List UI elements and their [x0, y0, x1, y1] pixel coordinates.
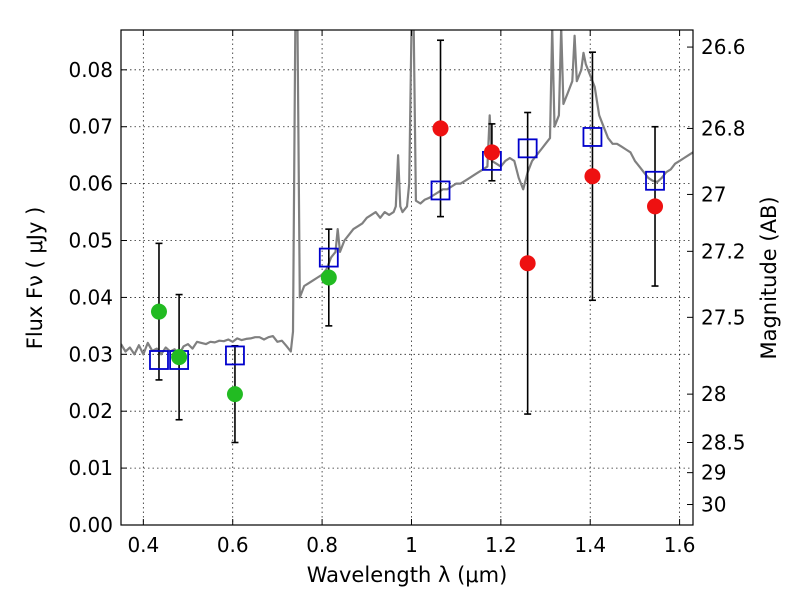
x-tick-label: 0.4 [127, 533, 159, 557]
y-tick-label: 0.02 [68, 399, 113, 423]
x-tick-label: 1.6 [664, 533, 696, 557]
y-axis-title: Flux Fν ( μJy ) [23, 207, 47, 350]
y-tick-label: 0.04 [68, 285, 113, 309]
observed-flux-point [432, 120, 449, 137]
y-tick-label: 0.00 [68, 513, 113, 537]
observed-flux-point [647, 198, 664, 215]
right-axis-ticks: 26.6 26.8 27 27.2 27.5 28 28.5 29 30 [687, 35, 746, 517]
model-photometry-square [318, 247, 339, 268]
model-photometry-square [430, 180, 451, 201]
right-tick-label: 27 [701, 182, 726, 206]
y-tick-label: 0.01 [68, 456, 113, 480]
plot-frame [120, 29, 694, 526]
observed-flux-point [519, 255, 536, 272]
grid [121, 30, 693, 526]
right-axis-title: Magnitude (AB) [757, 196, 781, 359]
observed-flux-point [584, 168, 601, 185]
right-tick-label: 30 [701, 493, 726, 517]
y-tick-label: 0.05 [68, 229, 113, 253]
y-tick-label: 0.06 [68, 172, 113, 196]
right-tick-label: 26.6 [701, 35, 746, 59]
model-photometry-square [149, 350, 169, 370]
model-photometry-square [225, 345, 245, 366]
x-tick-label: 1.4 [574, 533, 606, 557]
x-axis-ticks: 0.4 0.6 0.8 1 1.2 1.4 1.6 [127, 30, 696, 557]
observed-flux-point [150, 303, 167, 320]
x-tick-label: 1.2 [485, 533, 517, 557]
model-photometry-square [645, 170, 665, 191]
right-tick-label: 27.2 [701, 239, 746, 263]
plot-area [121, 30, 693, 356]
right-tick-label: 28.5 [701, 431, 746, 455]
y-tick-label: 0.03 [68, 342, 113, 366]
model-spectrum-line [121, 30, 693, 356]
observed-flux-point [320, 269, 337, 286]
x-tick-label: 0.6 [217, 533, 249, 557]
y-tick-label: 0.07 [68, 115, 113, 139]
y-axis-ticks: 0.00 0.01 0.02 0.03 0.04 0.05 0.06 0.07 0.08 [68, 58, 127, 537]
right-tick-label: 27.5 [701, 305, 746, 329]
right-tick-label: 28 [701, 382, 726, 406]
x-tick-label: 0.8 [306, 533, 338, 557]
model-photometry-square [517, 138, 538, 159]
x-axis-title: Wavelength λ (μm) [307, 563, 508, 587]
x-tick-label: 1 [405, 533, 418, 557]
right-tick-label: 26.8 [701, 116, 746, 140]
observed-flux-point [483, 144, 500, 161]
markers [149, 120, 665, 403]
model-photometry-square [582, 127, 603, 147]
observed-flux-point [226, 386, 243, 403]
y-tick-label: 0.08 [68, 58, 113, 82]
observed-flux-point [171, 349, 188, 366]
right-tick-label: 29 [701, 461, 726, 485]
